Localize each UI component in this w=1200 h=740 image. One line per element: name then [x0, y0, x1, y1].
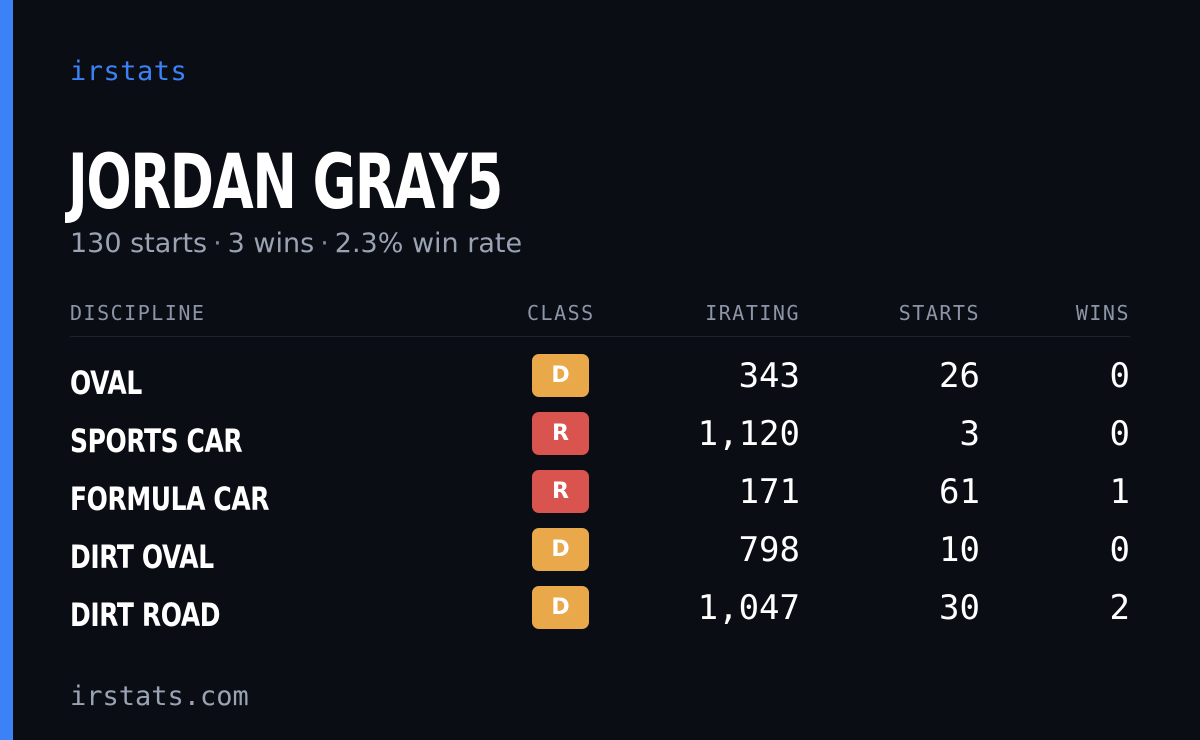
- irating-value: 171: [738, 472, 800, 512]
- summary-separator: ·: [320, 228, 329, 259]
- wins-value: 2: [1109, 588, 1130, 628]
- summary-starts: 130 starts: [70, 228, 208, 259]
- discipline-table: DISCIPLINE CLASS IRATING STARTS WINS OVA…: [70, 298, 1130, 634]
- discipline-label: DIRT OVAL: [70, 538, 214, 576]
- header-starts: STARTS: [898, 301, 980, 325]
- footer-site-link: irstats.com: [70, 681, 249, 712]
- starts-value: 30: [939, 588, 980, 628]
- header-wins: WINS: [1075, 301, 1130, 325]
- table-row: DIRT ROAD D 1,047 30 2: [70, 586, 1130, 634]
- header-class: CLASS: [527, 301, 595, 325]
- discipline-label: FORMULA CAR: [70, 480, 270, 518]
- driver-summary: 130 starts · 3 wins · 2.3% win rate: [70, 228, 522, 259]
- table-row: DIRT OVAL D 798 10 0: [70, 528, 1130, 576]
- wins-value: 0: [1109, 356, 1130, 396]
- irating-value: 1,047: [697, 588, 800, 628]
- table-row: OVAL D 343 26 0: [70, 354, 1130, 402]
- class-badge: D: [532, 586, 589, 629]
- summary-separator: ·: [213, 228, 222, 259]
- discipline-label: DIRT ROAD: [70, 596, 221, 634]
- wins-value: 0: [1109, 530, 1130, 570]
- discipline-label: OVAL: [70, 364, 142, 402]
- class-badge: D: [532, 354, 589, 397]
- starts-value: 3: [959, 414, 980, 454]
- header-irating: IRATING: [705, 301, 800, 325]
- discipline-label: SPORTS CAR: [70, 422, 243, 460]
- header-discipline: DISCIPLINE: [70, 301, 206, 325]
- starts-value: 61: [939, 472, 980, 512]
- table-row: SPORTS CAR R 1,120 3 0: [70, 412, 1130, 460]
- class-badge: R: [532, 412, 589, 455]
- table-header: DISCIPLINE CLASS IRATING STARTS WINS: [70, 298, 1130, 337]
- summary-win-rate: 2.3% win rate: [334, 228, 523, 259]
- starts-value: 26: [939, 356, 980, 396]
- irating-value: 1,120: [697, 414, 800, 454]
- class-badge: R: [532, 470, 589, 513]
- summary-wins: 3 wins: [227, 228, 315, 259]
- irating-value: 343: [738, 356, 800, 396]
- wins-value: 0: [1109, 414, 1130, 454]
- irating-value: 798: [738, 530, 800, 570]
- table-row: FORMULA CAR R 171 61 1: [70, 470, 1130, 518]
- wins-value: 1: [1109, 472, 1130, 512]
- accent-bar: [0, 0, 13, 740]
- class-badge: D: [532, 528, 589, 571]
- brand-logo: irstats: [70, 56, 188, 87]
- starts-value: 10: [939, 530, 980, 570]
- driver-name: JORDAN GRAY5: [68, 137, 503, 226]
